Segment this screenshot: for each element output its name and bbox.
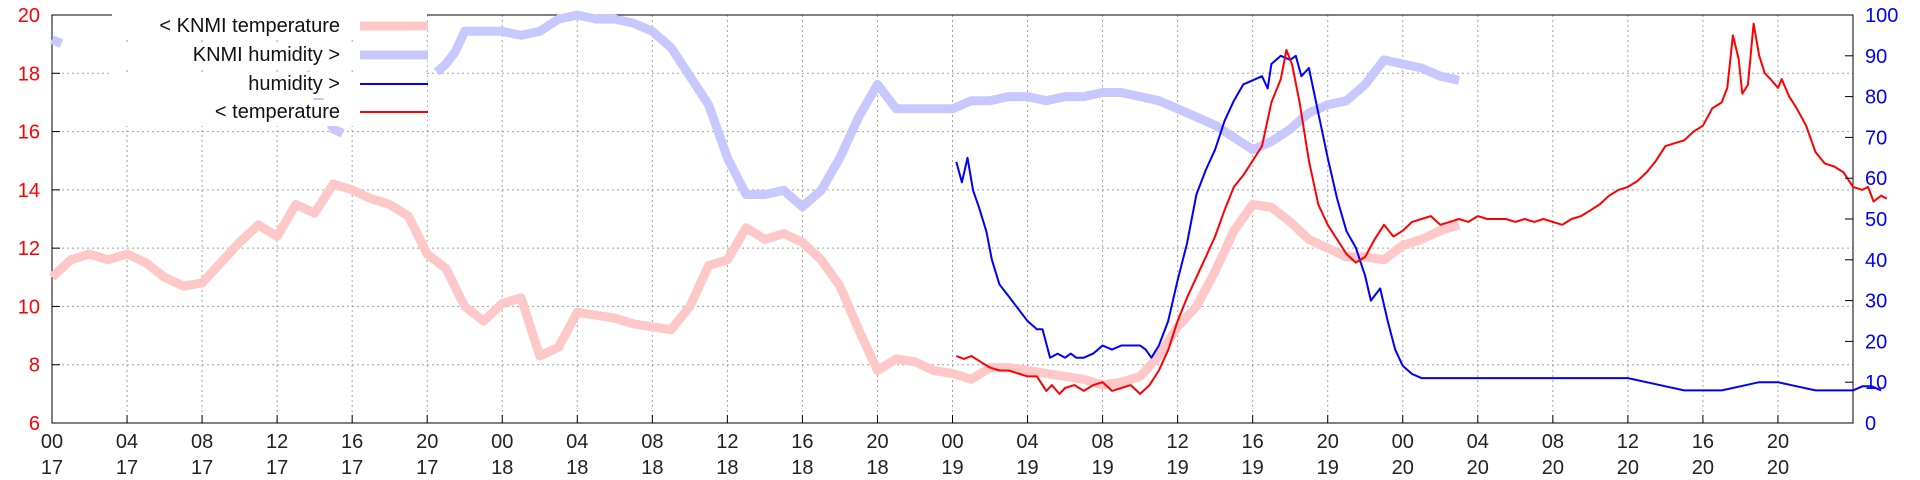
series-line-4 bbox=[955, 22, 1888, 395]
right-tick-label: 60 bbox=[1865, 168, 1887, 190]
x-tick-day: 17 bbox=[191, 457, 213, 479]
x-tick-day: 17 bbox=[416, 457, 438, 479]
x-tick-day: 18 bbox=[641, 457, 663, 479]
x-tick-day: 19 bbox=[1167, 457, 1189, 479]
x-tick-day: 19 bbox=[1242, 457, 1264, 479]
x-tick-day: 18 bbox=[491, 457, 513, 479]
left-tick-label: 8 bbox=[29, 355, 40, 377]
x-tick-hour: 20 bbox=[866, 431, 888, 453]
left-tick-label: 18 bbox=[18, 63, 40, 85]
x-tick-day: 17 bbox=[341, 457, 363, 479]
right-tick-label: 10 bbox=[1865, 372, 1887, 394]
x-tick-day: 19 bbox=[941, 457, 963, 479]
legend-label: < KNMI temperature bbox=[159, 15, 340, 37]
x-tick-day: 17 bbox=[116, 457, 138, 479]
x-tick-day: 17 bbox=[41, 457, 63, 479]
x-tick-day: 19 bbox=[1317, 457, 1339, 479]
x-tick-hour: 16 bbox=[791, 431, 813, 453]
x-tick-hour: 12 bbox=[266, 431, 288, 453]
x-tick-hour: 12 bbox=[1617, 431, 1639, 453]
left-tick-label: 16 bbox=[18, 122, 40, 144]
x-tick-hour: 00 bbox=[941, 431, 963, 453]
x-tick-day: 18 bbox=[566, 457, 588, 479]
x-tick-hour: 12 bbox=[716, 431, 738, 453]
right-tick-label: 70 bbox=[1865, 127, 1887, 149]
right-tick-label: 0 bbox=[1865, 413, 1876, 435]
x-tick-hour: 16 bbox=[1242, 431, 1264, 453]
series-line-1 bbox=[48, 179, 1461, 390]
x-tick-day: 19 bbox=[1016, 457, 1038, 479]
x-tick-day: 18 bbox=[866, 457, 888, 479]
x-tick-day: 20 bbox=[1542, 457, 1564, 479]
x-tick-hour: 20 bbox=[1317, 431, 1339, 453]
series-line-3 bbox=[955, 54, 1882, 392]
left-axis: 20 18 16 14 12 10 8 6 bbox=[18, 5, 60, 435]
right-tick-label: 90 bbox=[1865, 46, 1887, 68]
series-layer bbox=[48, 10, 1888, 395]
x-tick-hour: 08 bbox=[1091, 431, 1113, 453]
legend-label: < temperature bbox=[215, 101, 340, 123]
x-tick-hour: 00 bbox=[1392, 431, 1414, 453]
x-tick-hour: 08 bbox=[1542, 431, 1564, 453]
right-tick-label: 20 bbox=[1865, 331, 1887, 353]
x-tick-hour: 08 bbox=[641, 431, 663, 453]
x-tick-hour: 00 bbox=[41, 431, 63, 453]
left-tick-label: 12 bbox=[18, 238, 40, 260]
x-tick-hour: 16 bbox=[1692, 431, 1714, 453]
x-tick-day: 20 bbox=[1617, 457, 1639, 479]
x-tick-hour: 00 bbox=[491, 431, 513, 453]
x-tick-hour: 04 bbox=[1016, 431, 1038, 453]
x-tick-day: 18 bbox=[716, 457, 738, 479]
right-tick-label: 100 bbox=[1865, 5, 1898, 27]
left-tick-label: 14 bbox=[18, 180, 40, 202]
left-tick-label: 20 bbox=[18, 5, 40, 27]
legend: < KNMI temperature KNMI humidity > humidit… bbox=[112, 14, 428, 126]
x-tick-hour: 04 bbox=[1467, 431, 1489, 453]
legend-label: humidity > bbox=[248, 73, 340, 95]
x-tick-hour: 16 bbox=[341, 431, 363, 453]
right-tick-label: 40 bbox=[1865, 250, 1887, 272]
right-tick-label: 30 bbox=[1865, 291, 1887, 313]
x-axis: 00 17 04 17 08 17 12 17 16 17 20 17 00 18 04 18 08 18 12 18… bbox=[41, 415, 1789, 479]
x-tick-hour: 12 bbox=[1167, 431, 1189, 453]
x-tick-day: 17 bbox=[266, 457, 288, 479]
x-tick-day: 19 bbox=[1091, 457, 1113, 479]
legend-label: KNMI humidity > bbox=[193, 44, 340, 66]
x-tick-hour: 08 bbox=[191, 431, 213, 453]
x-tick-day: 20 bbox=[1767, 457, 1789, 479]
x-tick-hour: 20 bbox=[416, 431, 438, 453]
left-tick-label: 10 bbox=[18, 296, 40, 318]
x-tick-day: 20 bbox=[1692, 457, 1714, 479]
left-tick-label: 6 bbox=[29, 413, 40, 435]
right-tick-label: 50 bbox=[1865, 209, 1887, 231]
x-tick-hour: 04 bbox=[116, 431, 138, 453]
x-tick-day: 20 bbox=[1392, 457, 1414, 479]
x-tick-day: 20 bbox=[1467, 457, 1489, 479]
x-tick-hour: 20 bbox=[1767, 431, 1789, 453]
x-tick-hour: 04 bbox=[566, 431, 588, 453]
right-tick-label: 80 bbox=[1865, 87, 1887, 109]
x-tick-day: 18 bbox=[791, 457, 813, 479]
